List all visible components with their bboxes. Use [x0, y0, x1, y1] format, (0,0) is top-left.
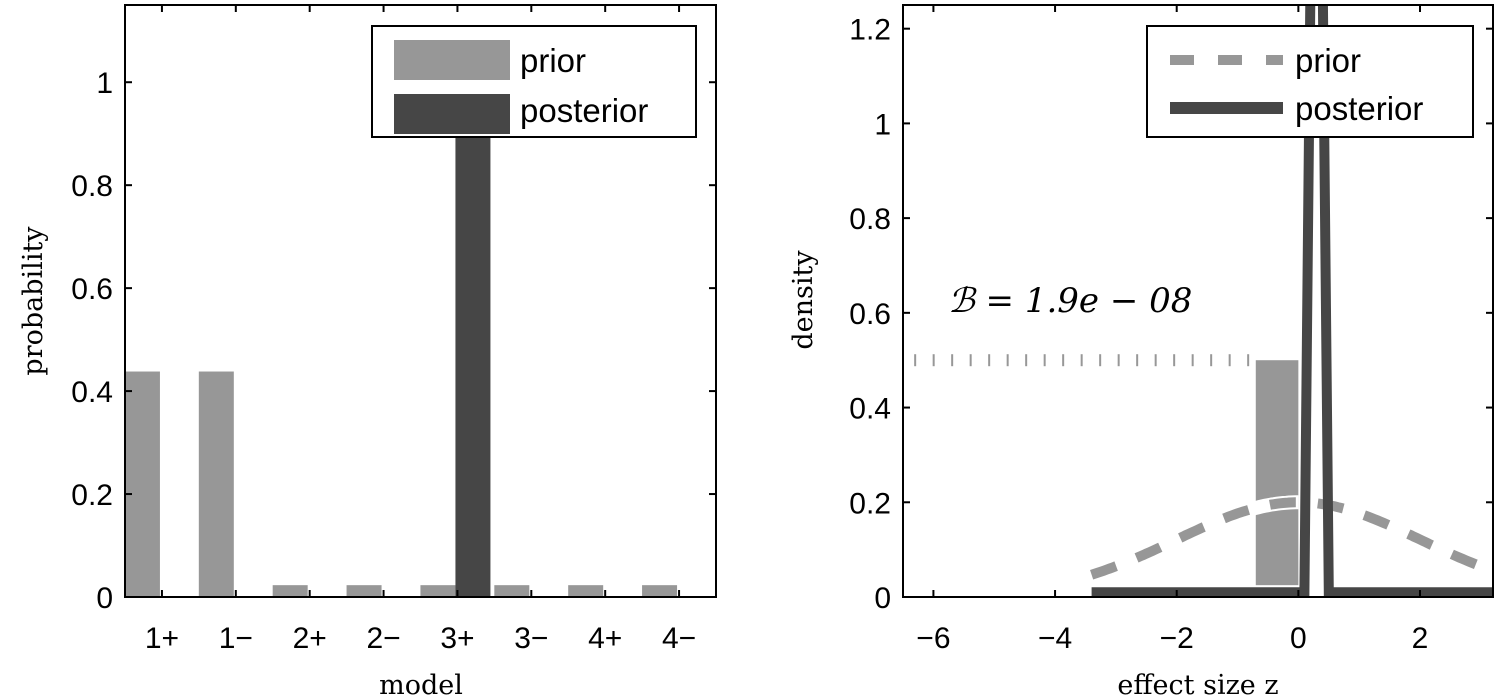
y-tick-label: 0.2 [849, 487, 891, 520]
bar-prior [198, 371, 234, 597]
x-tick-label: 1+ [145, 622, 179, 655]
right-x-axis-title: effect size z [1117, 670, 1278, 698]
y-tick-label: 0.4 [71, 376, 113, 409]
y-tick-label: 0.4 [849, 393, 891, 426]
bar-prior [494, 585, 530, 597]
y-tick-label: 1.2 [849, 14, 891, 47]
bar-posterior [455, 92, 491, 597]
right-y-axis: 0 0.2 0.4 0.6 0.8 1 1.2 [849, 14, 1493, 615]
bar-prior [420, 585, 456, 597]
x-tick-label: 2− [366, 622, 400, 655]
x-tick-label: −4 [1038, 622, 1072, 655]
x-tick-label: 1− [219, 622, 253, 655]
y-tick-label: 0 [874, 582, 891, 615]
bar-prior [642, 585, 678, 597]
y-tick-label: 0.6 [71, 273, 113, 306]
prior-mass-bar [1255, 360, 1299, 586]
left-y-axis: 0 0.2 0.4 0.6 0.8 1 [71, 67, 716, 615]
bayes-factor-annotation: ℬ = 1.9e − 08 [948, 281, 1192, 321]
x-tick-label: 4+ [588, 622, 622, 655]
right-density-chart: 0 0.2 0.4 0.6 0.8 1 1.2 −6 −4 −2 0 2 ℬ = 1.9e − 08… [788, 4, 1494, 698]
legend-swatch-prior [394, 40, 510, 80]
left-x-axis-title: model [379, 670, 463, 698]
x-tick-label: 2 [1412, 622, 1429, 655]
right-plot-area [914, 5, 1493, 597]
y-tick-label: 0.8 [71, 170, 113, 203]
y-tick-label: 0.2 [71, 479, 113, 512]
y-tick-label: 0.6 [849, 298, 891, 331]
x-tick-label: −6 [916, 622, 950, 655]
legend-label-prior: prior [1295, 42, 1361, 79]
x-tick-label: −2 [1160, 622, 1194, 655]
x-tick-label: 3− [514, 622, 548, 655]
right-x-axis: −6 −4 −2 0 2 [916, 5, 1428, 655]
bar-prior [272, 585, 308, 597]
posterior-density-curve [1091, 5, 1493, 597]
x-tick-label: 2+ [293, 622, 327, 655]
x-tick-label: 4− [662, 622, 696, 655]
bar-prior [568, 585, 604, 597]
legend-swatch-posterior [394, 94, 510, 134]
legend-label-posterior: posterior [1295, 90, 1423, 127]
legend-label-prior: prior [520, 42, 586, 79]
y-tick-label: 1 [96, 67, 113, 100]
x-tick-label: 0 [1290, 622, 1307, 655]
left-bar-chart: 0 0.2 0.4 0.6 0.8 1 1+ 1− 2+ 2− 3+ 3− 4+ 4− probabil… [18, 4, 717, 698]
right-plot-frame [902, 4, 1494, 598]
bar-prior [124, 371, 160, 597]
right-y-axis-title: density [788, 250, 819, 350]
left-y-axis-title: probability [18, 226, 49, 376]
y-tick-label: 0.8 [849, 203, 891, 236]
x-tick-label: 3+ [440, 622, 474, 655]
bar-prior [346, 585, 382, 597]
prior-density-curve [1090, 497, 1493, 580]
reference-dotted-line [914, 354, 1250, 367]
left-legend: prior posterior [371, 25, 697, 138]
left-bars [124, 92, 678, 597]
left-x-axis: 1+ 1− 2+ 2− 3+ 3− 4+ 4− [145, 5, 696, 655]
right-legend-box [1146, 25, 1474, 138]
legend-label-posterior: posterior [520, 92, 648, 129]
y-tick-label: 1 [874, 108, 891, 141]
left-plot-frame [124, 4, 717, 598]
y-tick-label: 0 [96, 582, 113, 615]
right-legend: prior posterior [1146, 25, 1474, 138]
